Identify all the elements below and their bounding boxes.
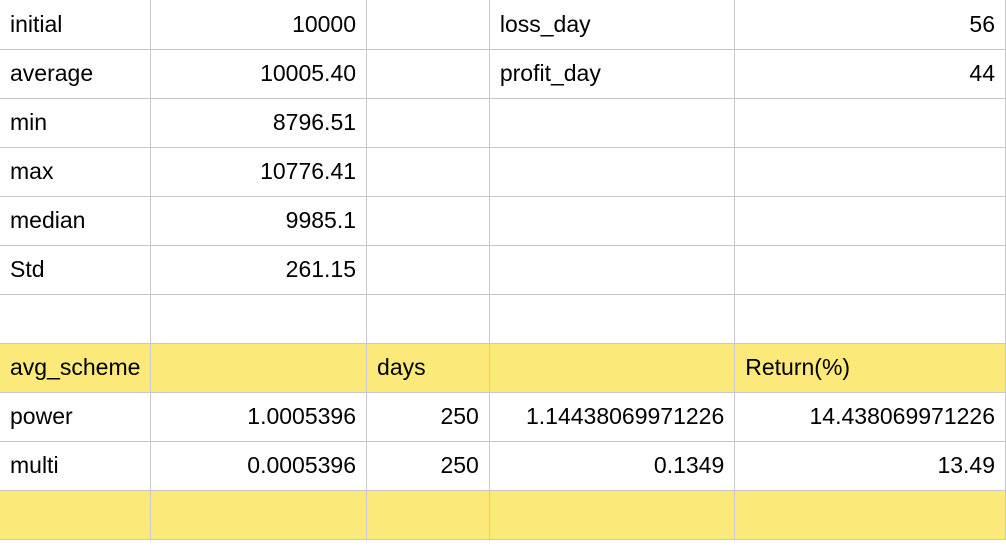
cell[interactable]: 56 (734, 0, 1006, 50)
cell[interactable]: 9985.1 (150, 195, 368, 246)
cell[interactable] (734, 146, 1006, 197)
cell[interactable]: 14.438069971226 (734, 391, 1006, 442)
cell[interactable]: 10005.40 (150, 48, 368, 99)
cell[interactable] (366, 97, 490, 148)
cell[interactable] (0, 489, 152, 540)
cell[interactable] (734, 293, 1006, 344)
cell[interactable]: 0.0005396 (150, 440, 368, 491)
cell[interactable]: 1.14438069971226 (488, 391, 736, 442)
sheet-row: average 10005.40 profit_day 44 (0, 48, 1006, 99)
cell[interactable]: median (0, 195, 152, 246)
sheet-row: min 8796.51 (0, 97, 1006, 148)
cell[interactable] (0, 293, 152, 344)
cell[interactable]: max (0, 146, 152, 197)
cell[interactable] (366, 489, 490, 540)
cell[interactable]: loss_day (488, 0, 736, 50)
cell[interactable] (366, 195, 490, 246)
sheet-row: power 1.0005396 250 1.14438069971226 14.… (0, 391, 1006, 442)
sheet-row (0, 293, 1006, 344)
cell[interactable] (734, 195, 1006, 246)
cell[interactable]: 0.1349 (488, 440, 736, 491)
cell[interactable]: 250 (366, 391, 490, 442)
sheet-row: initial 10000 loss_day 56 (0, 0, 1006, 50)
cell[interactable] (366, 0, 490, 50)
cell[interactable] (488, 293, 736, 344)
cell[interactable] (150, 342, 368, 393)
cell[interactable]: 10776.41 (150, 146, 368, 197)
cell[interactable] (366, 146, 490, 197)
cell[interactable]: Return(%) (734, 342, 1006, 393)
cell[interactable]: 261.15 (150, 244, 368, 295)
cell[interactable] (150, 293, 368, 344)
cell[interactable]: 8796.51 (150, 97, 368, 148)
cell[interactable] (734, 244, 1006, 295)
cell[interactable] (366, 48, 490, 99)
cell[interactable] (366, 244, 490, 295)
cell[interactable]: min (0, 97, 152, 148)
cell[interactable]: Std (0, 244, 152, 295)
cell[interactable] (734, 97, 1006, 148)
cell[interactable]: initial (0, 0, 152, 50)
cell[interactable]: 44 (734, 48, 1006, 99)
cell[interactable]: power (0, 391, 152, 442)
cell[interactable] (488, 244, 736, 295)
cell[interactable]: avg_scheme (0, 342, 152, 393)
cell[interactable] (488, 146, 736, 197)
cell[interactable]: 10000 (150, 0, 368, 50)
cell[interactable] (150, 489, 368, 540)
cell[interactable]: profit_day (488, 48, 736, 99)
cell[interactable]: 13.49 (734, 440, 1006, 491)
cell[interactable] (488, 342, 736, 393)
cell[interactable]: 1.0005396 (150, 391, 368, 442)
cell[interactable] (734, 489, 1006, 540)
cell[interactable] (488, 97, 736, 148)
cell[interactable]: average (0, 48, 152, 99)
cell[interactable]: multi (0, 440, 152, 491)
sheet-row-highlighted (0, 489, 1006, 540)
cell[interactable] (488, 195, 736, 246)
sheet-row: median 9985.1 (0, 195, 1006, 246)
cell[interactable]: days (366, 342, 490, 393)
cell[interactable] (488, 489, 736, 540)
spreadsheet-grid: initial 10000 loss_day 56 average 10005.… (0, 0, 1006, 540)
sheet-row: max 10776.41 (0, 146, 1006, 197)
cell[interactable]: 250 (366, 440, 490, 491)
sheet-row: multi 0.0005396 250 0.1349 13.49 (0, 440, 1006, 491)
sheet-row-highlighted: avg_scheme days Return(%) (0, 342, 1006, 393)
cell[interactable] (366, 293, 490, 344)
sheet-row: Std 261.15 (0, 244, 1006, 295)
